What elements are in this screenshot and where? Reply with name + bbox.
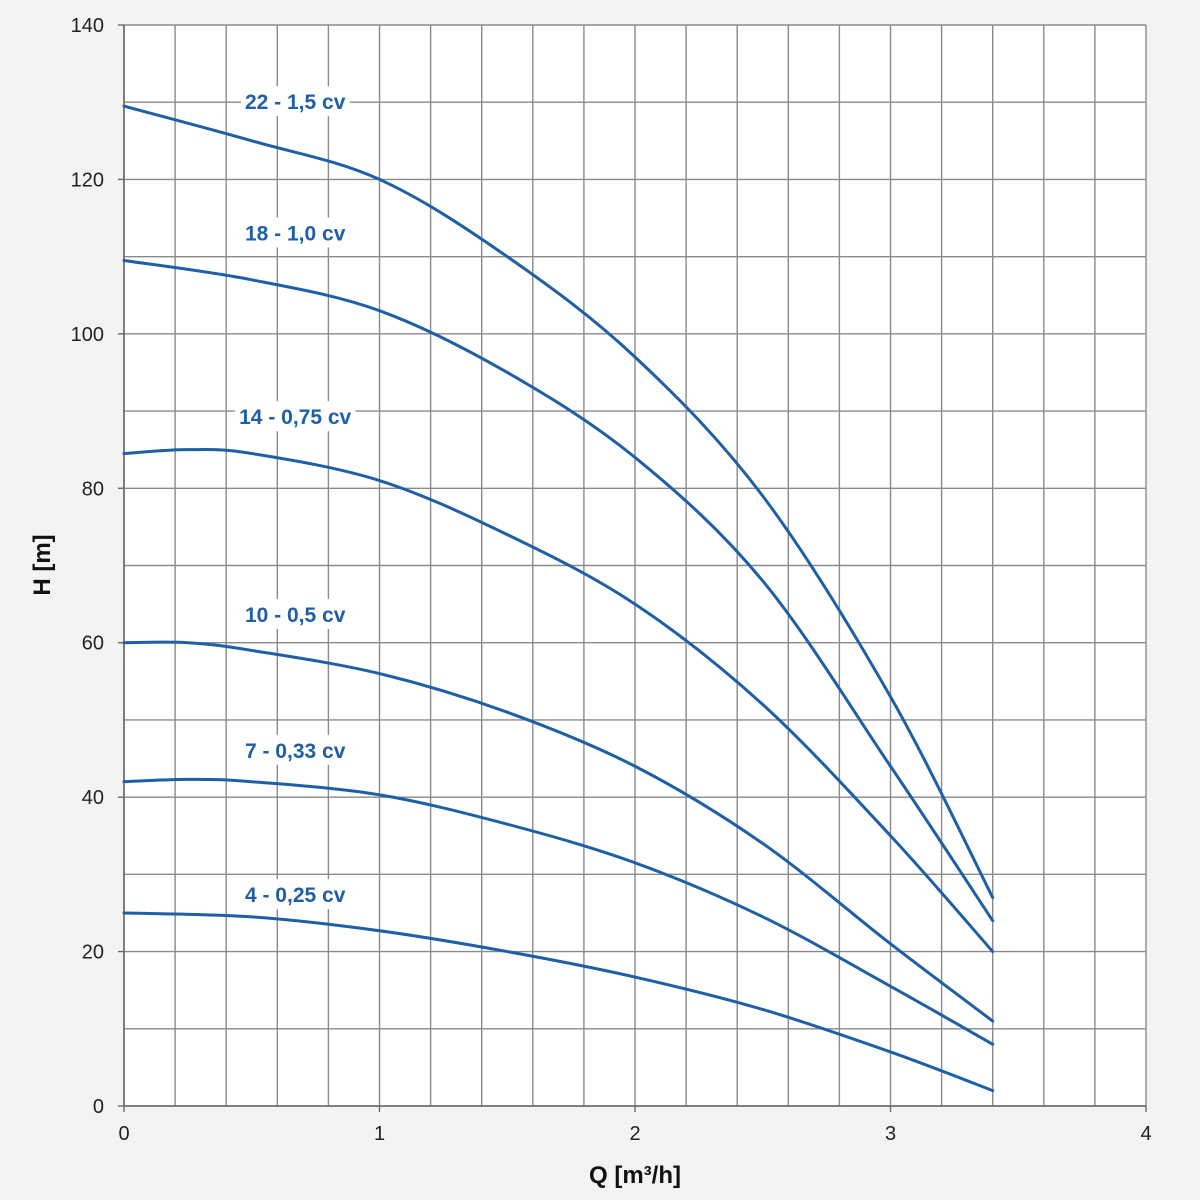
series-label-group: 4 - 0,25 cv: [240, 879, 350, 910]
axes: [118, 24, 1147, 1112]
series-line: [122, 448, 995, 954]
series-label: 14 - 0,75 cv: [239, 406, 351, 429]
series-label-group: 7 - 0,33 cv: [240, 734, 350, 765]
series-line: [122, 640, 995, 1023]
series-labels: 22 - 1,5 cv 18 - 1,0 cv 14 - 0,75 cv 10 - 0…: [235, 86, 356, 910]
x-tick-label: 0: [118, 1123, 129, 1145]
series-line: [122, 911, 995, 1093]
series-label: 4 - 0,25 cv: [245, 884, 346, 907]
series-label-background: [240, 734, 350, 765]
x-tick-label: 3: [885, 1123, 896, 1145]
grid: [123, 24, 1147, 1107]
series-line: [122, 104, 995, 900]
series-label-background: [240, 879, 350, 910]
y-tick-label: 20: [82, 942, 104, 964]
x-tick-label: 4: [1140, 1123, 1151, 1145]
y-tick-label: 80: [82, 478, 104, 500]
series-label: 18 - 1,0 cv: [245, 222, 346, 245]
y-tick-label: 40: [82, 787, 104, 809]
series-label: 10 - 0,5 cv: [245, 604, 346, 627]
series-label-background: [240, 598, 350, 629]
y-axis-title: H [m]: [29, 534, 56, 595]
y-tick-label: 0: [93, 1096, 104, 1118]
series-label-background: [240, 86, 350, 117]
y-tick-label: 100: [71, 324, 104, 346]
y-tick-label: 60: [82, 633, 104, 655]
series-label-group: 22 - 1,5 cv: [240, 86, 350, 117]
series-label-group: 18 - 1,0 cv: [240, 217, 350, 248]
series-label: 7 - 0,33 cv: [245, 740, 346, 763]
series-line: [122, 259, 995, 923]
x-tick-label: 2: [629, 1123, 640, 1145]
series-label-background: [235, 401, 356, 432]
x-axis-title: Q [m³/h]: [589, 1162, 681, 1189]
y-tick-label: 140: [71, 15, 104, 37]
series-lines: [122, 104, 995, 1093]
series-line: [122, 777, 995, 1046]
series-label-background: [240, 217, 350, 248]
y-tick-label: 120: [71, 169, 104, 191]
x-tick-label: 1: [374, 1123, 385, 1145]
series-label-group: 10 - 0,5 cv: [240, 598, 350, 629]
series-label: 22 - 1,5 cv: [245, 91, 346, 114]
series-label-group: 14 - 0,75 cv: [235, 401, 356, 432]
